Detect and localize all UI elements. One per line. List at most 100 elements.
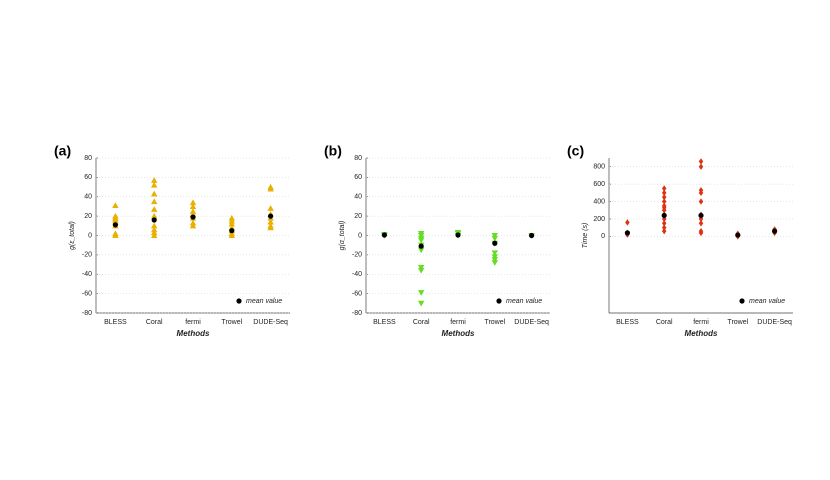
mean-point <box>418 243 424 249</box>
mean-point <box>492 240 498 246</box>
point <box>189 222 197 229</box>
y-tick-label: 60 <box>84 174 92 181</box>
point <box>151 198 158 205</box>
x-tick-label: fermi <box>185 319 201 326</box>
point <box>418 237 425 244</box>
x-tick-label: DUDE-Seq <box>757 319 792 326</box>
point <box>661 202 667 210</box>
x-axis-label: Methods <box>442 329 475 338</box>
point <box>112 202 119 209</box>
point <box>228 220 235 227</box>
mean-point <box>112 222 118 228</box>
y-tick-label: -20 <box>82 252 92 259</box>
y-axis-label: g(α_total) <box>339 221 346 251</box>
point <box>151 190 158 197</box>
y-tick-label: 0 <box>88 232 92 239</box>
mean-point <box>268 213 274 219</box>
point <box>418 247 425 254</box>
point <box>418 232 425 239</box>
y-axis-label: Time (s) <box>582 223 589 249</box>
point <box>491 254 498 261</box>
point <box>151 229 158 236</box>
y-tick-label: -60 <box>82 290 92 297</box>
point <box>661 220 667 227</box>
x-tick-label: Coral <box>656 319 673 326</box>
mean-point <box>381 232 387 238</box>
point <box>151 177 158 183</box>
point <box>267 222 274 229</box>
point <box>228 217 235 224</box>
point <box>491 250 498 257</box>
panel-label: (c) <box>567 143 584 159</box>
point <box>228 214 235 221</box>
point <box>418 290 425 296</box>
x-tick-label: Trowel <box>221 319 242 326</box>
x-tick-label: Trowel <box>727 319 748 326</box>
y-tick-label: 40 <box>84 194 92 201</box>
y-tick-label: 200 <box>593 216 605 223</box>
point <box>189 208 197 214</box>
y-axis-label: g(ε_total) <box>69 221 76 250</box>
point <box>267 218 274 225</box>
point <box>151 226 158 233</box>
y-tick-label: 0 <box>601 233 605 240</box>
point <box>189 203 197 209</box>
y-tick-label: 800 <box>593 164 605 171</box>
point <box>112 212 119 219</box>
y-tick-label: -80 <box>82 310 92 317</box>
point <box>151 181 158 188</box>
panel-label: (b) <box>324 143 342 159</box>
x-tick-label: BLESS <box>373 319 396 326</box>
x-axis-label: Methods <box>685 329 718 338</box>
point <box>661 227 667 235</box>
mean-point <box>698 212 704 219</box>
x-tick-label: Coral <box>413 319 430 326</box>
x-tick-label: Coral <box>146 319 163 326</box>
x-tick-label: BLESS <box>104 319 127 326</box>
mean-point <box>661 212 667 219</box>
point <box>189 199 197 206</box>
y-tick-label: 600 <box>593 181 605 188</box>
mean-point <box>190 214 196 220</box>
legend-label: mean value <box>749 298 785 305</box>
x-tick-label: DUDE-Seq <box>253 319 288 326</box>
mean-point <box>772 228 778 234</box>
point <box>491 232 498 239</box>
y-tick-label: -40 <box>82 271 92 278</box>
point <box>661 224 667 231</box>
mean-point <box>735 232 741 238</box>
point <box>418 264 425 271</box>
y-tick-label: 40 <box>354 194 362 201</box>
y-tick-label: 400 <box>593 198 605 205</box>
point <box>267 183 274 190</box>
point <box>698 187 704 194</box>
x-tick-label: BLESS <box>616 319 639 326</box>
y-tick-label: -40 <box>352 271 362 278</box>
panel-label: (a) <box>54 143 71 159</box>
x-tick-label: Trowel <box>484 319 505 326</box>
point <box>112 230 119 237</box>
point <box>698 220 704 227</box>
mean-point <box>624 230 631 236</box>
point <box>491 257 498 263</box>
y-tick-label: 80 <box>84 155 92 162</box>
x-tick-label: DUDE-Seq <box>514 319 549 326</box>
y-tick-label: -80 <box>352 310 362 317</box>
point <box>267 205 274 211</box>
point <box>661 185 667 192</box>
y-tick-label: 60 <box>354 174 362 181</box>
point <box>661 189 667 197</box>
y-tick-label: 20 <box>354 213 362 220</box>
legend-label: mean value <box>246 298 282 305</box>
point <box>151 232 158 239</box>
x-tick-label: fermi <box>450 319 466 326</box>
point <box>661 198 667 205</box>
point <box>698 227 704 235</box>
x-axis-label: Methods <box>177 329 210 338</box>
point <box>698 158 704 165</box>
point <box>151 206 158 212</box>
y-tick-label: 0 <box>358 232 362 239</box>
mean-point <box>229 228 235 234</box>
point <box>418 267 425 274</box>
